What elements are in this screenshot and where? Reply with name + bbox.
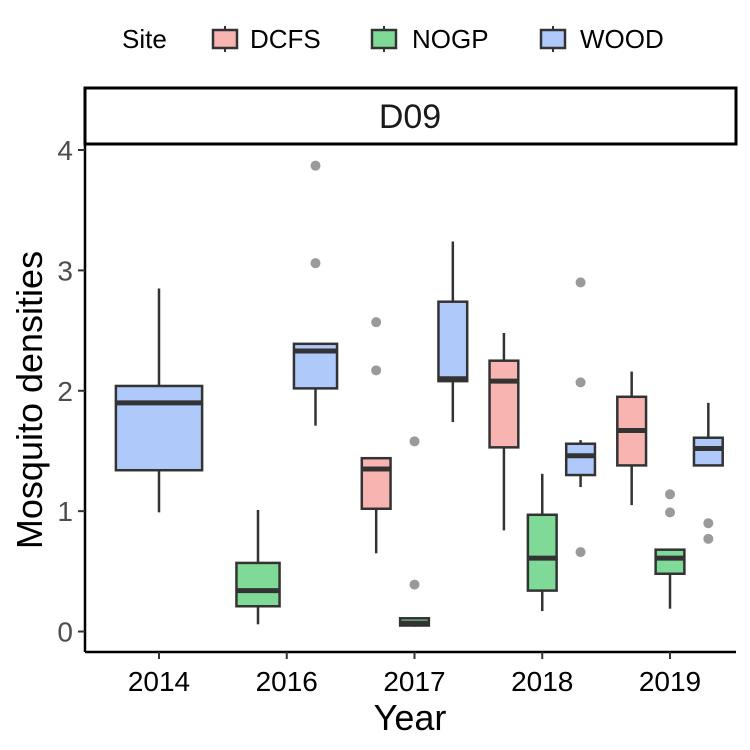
outlier-dcfs-2017 — [371, 317, 382, 328]
outlier-wood-2018 — [575, 377, 586, 388]
box-dcfs-2018 — [488, 359, 520, 449]
box-wood-2017 — [437, 300, 469, 383]
box-wood-2019 — [692, 436, 724, 467]
outlier-wood-2019 — [703, 533, 714, 544]
x-axis-title: Year — [374, 697, 447, 738]
facet-strip-box — [83, 86, 738, 146]
y-tick-label: 1 — [57, 496, 73, 527]
outlier-wood-2016 — [310, 258, 321, 269]
facet-strip-label: D09 — [379, 98, 441, 136]
box-wood-2014 — [114, 384, 204, 472]
legend-label-dcfs: DCFS — [250, 24, 321, 54]
legend-item-wood: WOOD — [539, 24, 664, 54]
legend-key-nogp — [370, 28, 398, 50]
outlier-dcfs-2017 — [371, 365, 382, 376]
outlier-wood-2019 — [703, 518, 714, 529]
legend-item-dcfs: DCFS — [211, 24, 321, 54]
legend: Site DCFS NOGP WOOD — [122, 24, 664, 54]
legend-label-wood: WOOD — [580, 24, 664, 54]
box-nogp-2016 — [235, 561, 281, 608]
x-tick-label: 2014 — [128, 666, 190, 697]
outlier-nogp-2017 — [409, 579, 420, 590]
legend-label-nogp: NOGP — [412, 24, 489, 54]
x-tick-label: 2019 — [639, 666, 701, 697]
box-wood-2018 — [564, 442, 597, 477]
box-dcfs-2017 — [360, 456, 392, 510]
y-tick-label: 0 — [57, 617, 73, 648]
legend-title: Site — [122, 24, 167, 54]
y-tick-label: 2 — [57, 376, 73, 407]
plot-area: 0 1 2 3 4 2014 2016 2017 2018 2019 — [57, 135, 736, 697]
outlier-nogp-2017 — [409, 436, 420, 447]
box-nogp-2018 — [526, 513, 558, 592]
legend-item-nogp: NOGP — [370, 24, 489, 54]
y-tick-label: 3 — [57, 255, 73, 286]
outlier-wood-2018 — [575, 277, 586, 288]
x-tick-label: 2018 — [511, 666, 573, 697]
outlier-wood-2016 — [310, 160, 321, 171]
outlier-nogp-2019 — [665, 507, 675, 518]
y-axis-title: Mosquito densities — [9, 251, 50, 549]
outlier-nogp-2019 — [665, 489, 675, 500]
legend-key-dcfs — [211, 28, 239, 50]
facet-strip: D09 — [83, 86, 738, 146]
legend-key-wood — [539, 28, 567, 50]
y-tick-label: 4 — [57, 135, 73, 166]
box-nogp-2019 — [654, 548, 686, 576]
x-tick-label: 2016 — [256, 666, 318, 697]
outlier-wood-2018 — [575, 547, 586, 558]
x-tick-label: 2017 — [383, 666, 445, 697]
